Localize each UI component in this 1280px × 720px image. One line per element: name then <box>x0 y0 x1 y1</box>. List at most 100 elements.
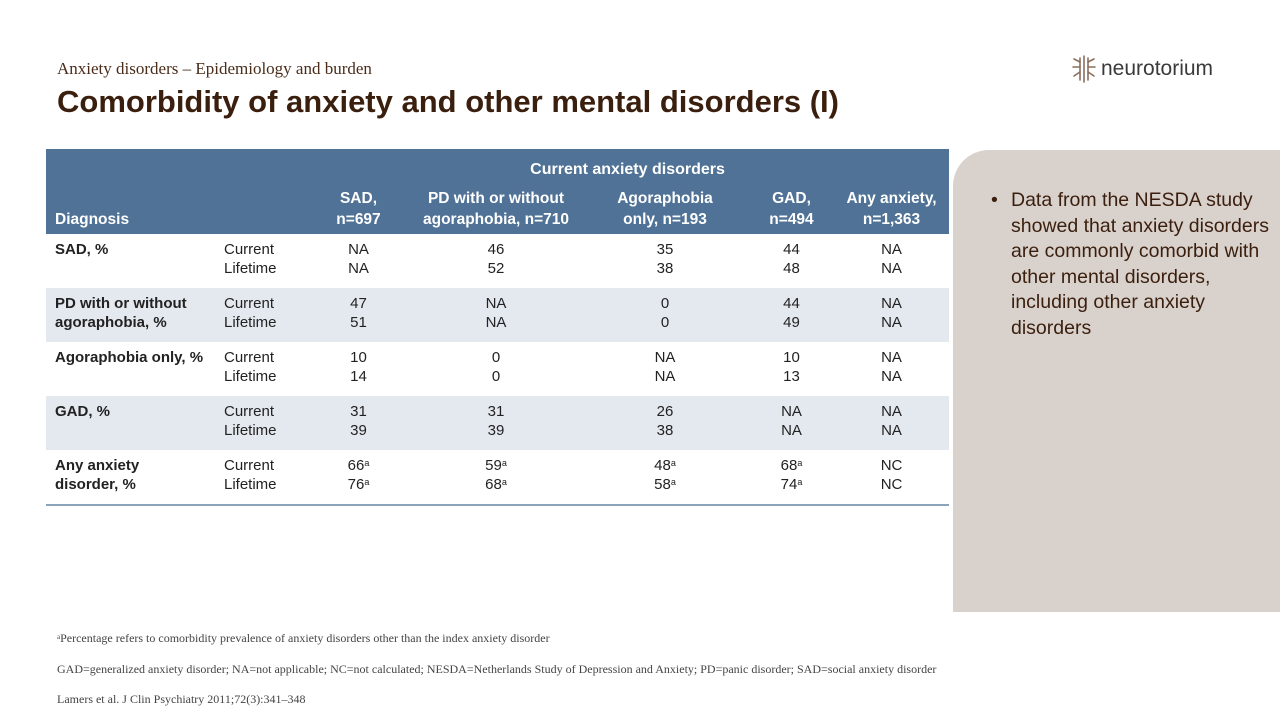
logo-text: neurotorium <box>1101 57 1214 80</box>
value-cell: NA NA <box>749 396 834 450</box>
current-value: 31 <box>350 403 367 420</box>
value-cell: NA NA <box>306 234 411 288</box>
summary-bullet: Data from the NESDA study showed that an… <box>991 188 1273 341</box>
footnote-reference: Lamers et al. J Clin Psychiatry 2011;72(… <box>57 692 306 706</box>
table-row: Agoraphobia only, % Current Lifetime 10 14 0 0… <box>46 342 950 396</box>
table-row: Any anxiety disorder, % Current Lifetime 66a… <box>46 450 950 505</box>
status-cell: Current Lifetime <box>224 234 306 288</box>
status-label: Lifetime <box>224 260 277 277</box>
current-value: 10 <box>350 349 367 366</box>
slide-title: Comorbidity of anxiety and other mental … <box>57 84 839 119</box>
current-value: 44 <box>783 295 800 312</box>
diagnosis-label: PD with or without <box>55 295 187 312</box>
status-cell: Current Lifetime <box>224 288 306 342</box>
footnote-marker: a <box>57 633 61 641</box>
lifetime-value: 74a <box>780 476 803 493</box>
status-label: Current <box>224 403 275 420</box>
column-header: Any anxiety, n=1,363 <box>834 179 950 234</box>
value-cell: 10 13 <box>749 342 834 396</box>
group-header: Current anxiety disorders <box>306 149 950 179</box>
status-label: Current <box>224 241 275 258</box>
diagnosis-cell: Agoraphobia only, % <box>46 342 224 396</box>
current-value: NA <box>881 241 902 258</box>
value-cell: NA NA <box>834 234 949 288</box>
current-value: NA <box>654 349 676 366</box>
current-value: NA <box>881 349 902 366</box>
table-column-header-row: Diagnosis SAD, n=697 PD with or without ag… <box>46 179 950 234</box>
diagnosis-label: SAD, % <box>55 241 109 258</box>
value-cell: NA NA <box>834 396 949 450</box>
lifetime-value: 13 <box>783 368 800 385</box>
column-header: Agoraphobia only, n=193 <box>581 179 749 234</box>
column-header: GAD, n=494 <box>749 179 834 234</box>
current-value: NC <box>880 457 903 474</box>
lifetime-value: 39 <box>487 422 505 439</box>
summary-panel: Data from the NESDA study showed that an… <box>953 150 1280 612</box>
value-cell: 66a 76a <box>306 450 411 505</box>
lifetime-value: NA <box>881 422 902 439</box>
value-cell: NA NA <box>581 342 749 396</box>
footnote-note: aPercentage refers to comorbidity preval… <box>57 631 550 646</box>
lifetime-value: 58a <box>654 476 676 493</box>
lifetime-value: 49 <box>783 314 800 331</box>
status-label: Current <box>224 295 275 312</box>
lifetime-value: 0 <box>491 368 501 385</box>
value-cell: 35 38 <box>581 234 749 288</box>
current-value: 46 <box>487 241 505 258</box>
table-row: PD with or without agoraphobia, % Current L… <box>46 288 950 342</box>
current-value: NA <box>881 403 902 420</box>
value-cell: 26 38 <box>581 396 749 450</box>
current-value: NA <box>485 295 507 312</box>
value-cell: 31 39 <box>306 396 411 450</box>
lifetime-value: NA <box>485 314 507 331</box>
status-cell: Current Lifetime <box>224 342 306 396</box>
status-label: Current <box>224 457 275 474</box>
lifetime-value: 52 <box>487 260 505 277</box>
value-cell: 44 48 <box>749 234 834 288</box>
status-label: Lifetime <box>224 368 277 385</box>
neurotorium-logo: neurotorium <box>1071 54 1213 84</box>
lifetime-value: NC <box>880 476 903 493</box>
lifetime-value: 76a <box>347 476 370 493</box>
lifetime-value: NA <box>654 368 676 385</box>
lifetime-value: NA <box>881 368 902 385</box>
status-label: Lifetime <box>224 422 277 439</box>
value-cell: NC NC <box>834 450 949 505</box>
lifetime-value: NA <box>348 260 369 277</box>
lifetime-value: 68a <box>485 476 507 493</box>
table-row: GAD, % Current Lifetime 31 39 31 39 26 38 NA NA NA N… <box>46 396 950 450</box>
footnote-abbreviations: GAD=generalized anxiety disorder; NA=not… <box>57 662 937 676</box>
current-value: NA <box>348 241 369 258</box>
lifetime-value: NA <box>881 260 902 277</box>
comorbidity-table: Current anxiety disorders Diagnosis SAD,… <box>46 149 950 506</box>
status-label: Lifetime <box>224 314 277 331</box>
diagnosis-label: disorder, % <box>55 476 136 493</box>
lifetime-value: 38 <box>656 422 674 439</box>
column-header: SAD, n=697 <box>306 179 411 234</box>
status-cell: Current Lifetime <box>224 450 306 505</box>
footnote-note-text: Percentage refers to comorbidity prevale… <box>60 631 550 645</box>
current-value: 48a <box>654 457 676 474</box>
lifetime-value: NA <box>881 314 902 331</box>
lifetime-value: 51 <box>350 314 367 331</box>
status-label: Current <box>224 349 275 366</box>
value-cell: 44 49 <box>749 288 834 342</box>
current-value: 66a <box>347 457 370 474</box>
value-cell: 46 52 <box>411 234 581 288</box>
value-cell: NA NA <box>411 288 581 342</box>
column-header: PD with or without agoraphobia, n=710 <box>411 179 581 234</box>
current-value: 68a <box>780 457 803 474</box>
value-cell: NA NA <box>834 342 949 396</box>
current-value: 47 <box>350 295 367 312</box>
diagnosis-label: Any anxiety <box>55 457 140 474</box>
value-cell: 68a 74a <box>749 450 834 505</box>
diagnosis-cell: PD with or without agoraphobia, % <box>46 288 224 342</box>
current-value: 10 <box>783 349 800 366</box>
value-cell: 31 39 <box>411 396 581 450</box>
current-value: NA <box>881 295 902 312</box>
section-subtitle: Anxiety disorders – Epidemiology and bur… <box>57 59 372 78</box>
lifetime-value: 38 <box>656 260 674 277</box>
current-value: NA <box>781 403 802 420</box>
current-value: 0 <box>491 349 501 366</box>
